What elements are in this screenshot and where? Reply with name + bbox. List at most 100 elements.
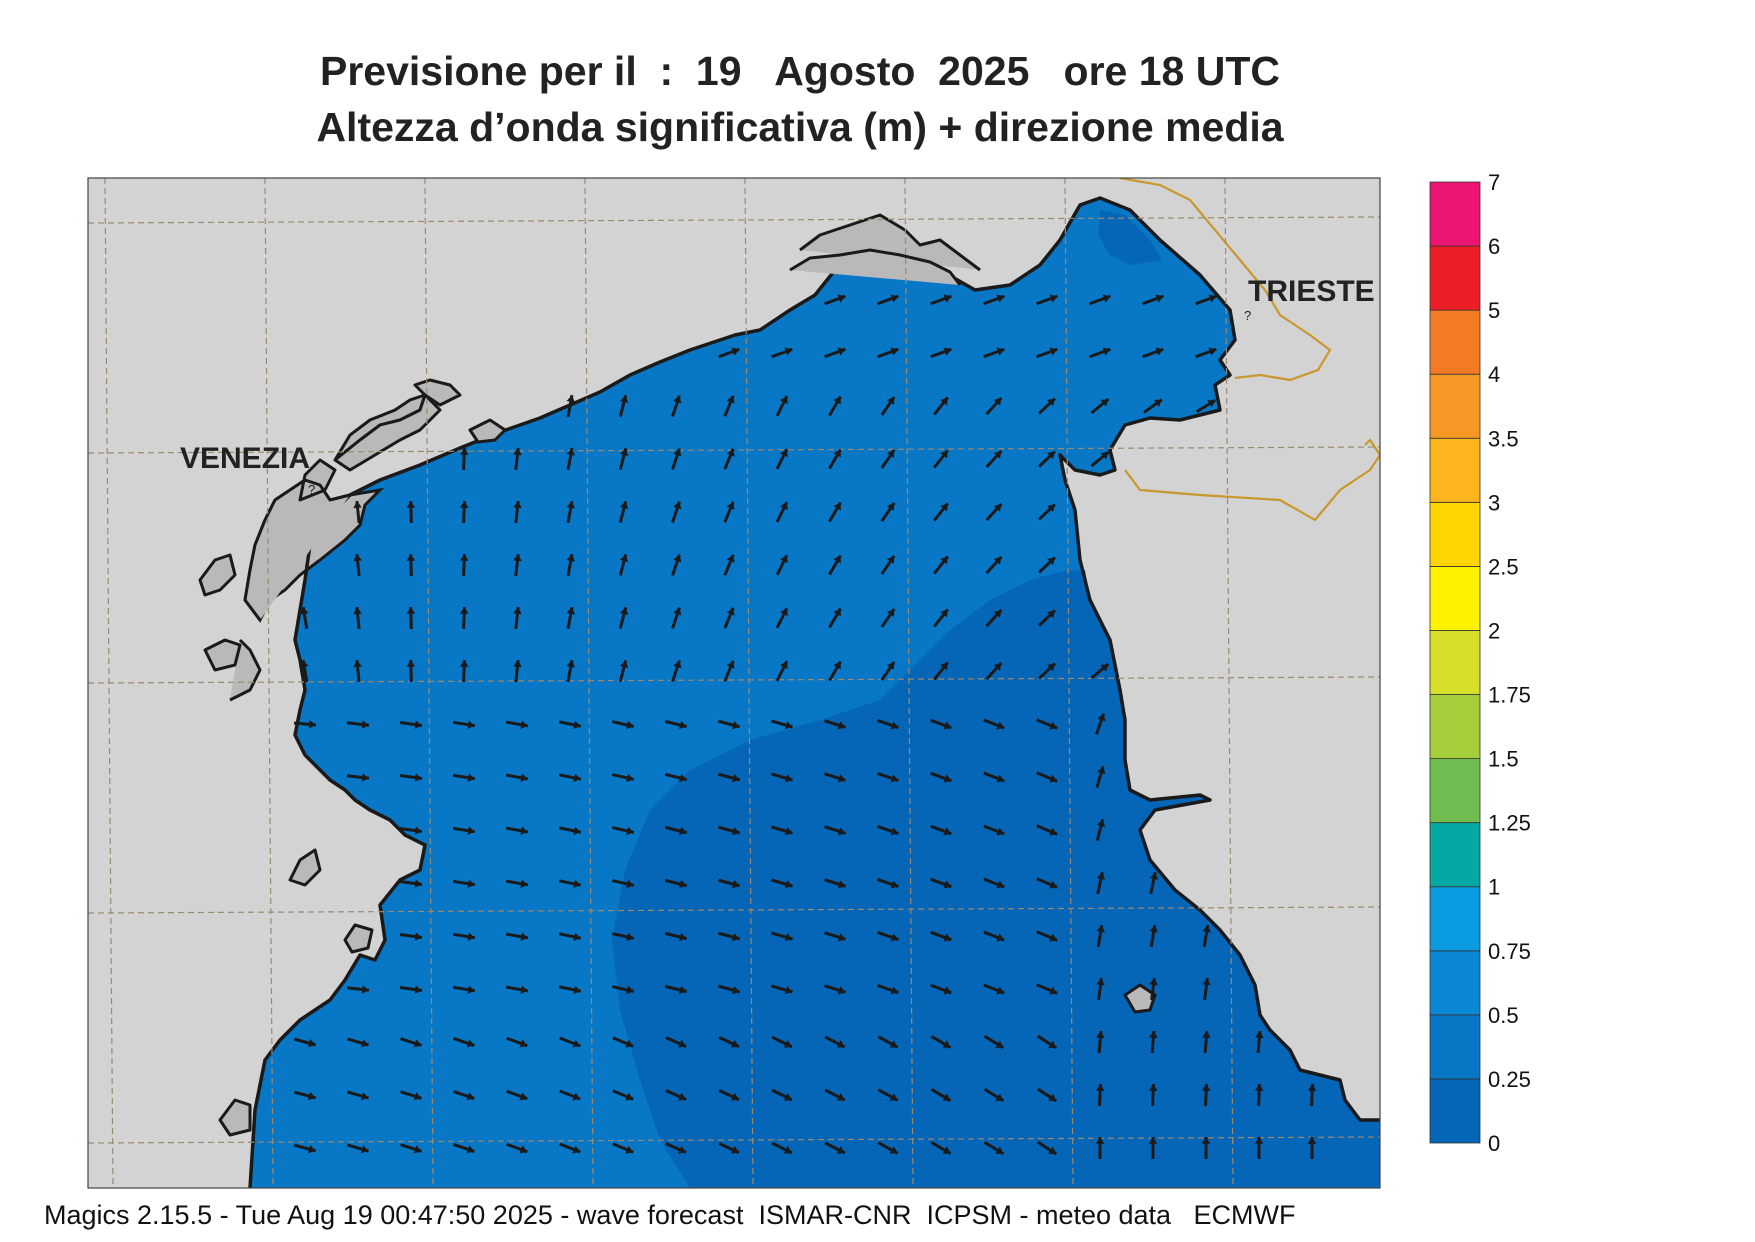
wave-arrow [771, 1088, 793, 1102]
grid-parallel [88, 216, 1380, 224]
wave-arrow [985, 502, 1003, 522]
wave-arrow [1095, 713, 1106, 735]
wave-arrow [1036, 983, 1058, 995]
wave-arrow [828, 660, 842, 682]
wave-arrow [880, 608, 896, 628]
wave-arrow [1090, 662, 1110, 680]
wave-arrow [1036, 877, 1058, 889]
wave-arrow [559, 1036, 581, 1048]
wave-arrow [983, 771, 1005, 783]
wave-arrow [824, 294, 846, 306]
wave-arrow [1201, 1136, 1211, 1160]
wave-arrow [618, 606, 629, 630]
wave-arrow [664, 772, 688, 783]
grid-parallel [88, 676, 1380, 684]
wave-arrow [1195, 347, 1217, 359]
wave-arrow [771, 772, 793, 783]
wave-arrow [985, 449, 1003, 469]
grid-parallel [88, 446, 1380, 454]
wave-arrow [664, 825, 688, 836]
wave-arrow [459, 447, 469, 471]
wave-arrow [877, 347, 899, 359]
wave-arrow [880, 396, 896, 416]
wave-arrow [932, 449, 950, 469]
wave-arrow [452, 879, 476, 888]
wave-arrow [1254, 1083, 1264, 1107]
wave-arrow [513, 606, 522, 630]
wave-arrow [665, 1142, 687, 1154]
wave-arrow [1095, 766, 1106, 788]
wave-arrow [983, 294, 1005, 306]
wave-arrow [671, 395, 682, 417]
colorbar-tick-label: 2 [1488, 618, 1500, 643]
lat-lon-grid [88, 178, 1380, 1188]
wave-arrow [293, 1090, 317, 1101]
wave-arrow [824, 878, 846, 889]
wave-arrow [930, 294, 952, 306]
wave-arrow [1149, 871, 1159, 895]
wave-arrow [717, 719, 741, 730]
wave-arrow [775, 395, 789, 417]
wave-arrow [505, 720, 529, 729]
wave-arrow [824, 347, 846, 359]
wave-arrow [723, 554, 735, 576]
colorbar-swatch [1429, 630, 1481, 695]
coastline-east [834, 196, 1380, 1122]
wave-arrow [717, 931, 741, 942]
colorbar-swatch [1429, 245, 1481, 311]
wave-arrow [828, 607, 842, 629]
wave-arrow [1307, 1083, 1317, 1107]
wave-arrow [930, 347, 952, 359]
wave-arrow [618, 394, 629, 418]
wave-arrow [1149, 1030, 1158, 1054]
wave-arrow [880, 555, 896, 575]
wave-arrow [1096, 1030, 1105, 1054]
wave-arrow [932, 502, 950, 522]
wave-arrow [718, 1035, 740, 1049]
colorbar-tick-label: 3.5 [1488, 426, 1519, 451]
footer-credits: Magics 2.15.5 - Tue Aug 19 00:47:50 2025… [44, 1200, 1296, 1230]
wave-arrow [1036, 294, 1058, 306]
wave-arrow [775, 501, 789, 523]
wave-arrow [1038, 503, 1056, 521]
wave-arrow [1090, 450, 1110, 468]
grid-parallel [88, 906, 1380, 914]
map-title-line-2: Altezza d’onda significativa (m) + direz… [316, 104, 1284, 150]
wave-arrow [771, 984, 793, 995]
wave-arrow [513, 447, 522, 471]
wave-arrow [618, 659, 629, 683]
wave-arrow [985, 555, 1003, 575]
grid-meridian [1224, 178, 1234, 1188]
wave-arrow [824, 1141, 846, 1155]
wave-arrow [513, 500, 522, 524]
colorbar-tick-label: 1.25 [1488, 811, 1531, 836]
wave-arrow [1038, 556, 1056, 574]
wave-arrow [932, 608, 950, 628]
wave-arrow [932, 661, 950, 681]
wave-arrow [877, 878, 899, 889]
wave-arrow [505, 932, 529, 941]
wave-arrow [505, 985, 529, 994]
wave-arrow [566, 500, 575, 524]
colorbar-swatch [1429, 566, 1481, 631]
wave-arrow [400, 1037, 422, 1048]
wave-arrow [723, 660, 735, 682]
wave-arrow [671, 554, 682, 576]
wave-arrow [1201, 1083, 1211, 1107]
wave-arrow [824, 772, 846, 783]
wave-arrow [717, 984, 741, 995]
wave-arrow [1036, 824, 1058, 836]
colorbar-legend: 0 0.25 0.5 0.75 1 1.25 1.5 1.75 2 2.5 3 3.5 4 5 6 7 [1429, 170, 1531, 1156]
wave-arrow [775, 554, 789, 576]
wave-arrow [406, 553, 416, 577]
wave-arrow [1255, 1030, 1264, 1054]
wave-arrow [775, 660, 789, 682]
wave-arrow [399, 985, 423, 994]
colorbar-swatch [1429, 373, 1481, 439]
wave-arrow [505, 879, 529, 888]
wave-arrow [406, 500, 416, 524]
wave-arrow [347, 1037, 369, 1048]
coastline-west [248, 268, 837, 1188]
wave-arrow [1148, 1136, 1158, 1160]
